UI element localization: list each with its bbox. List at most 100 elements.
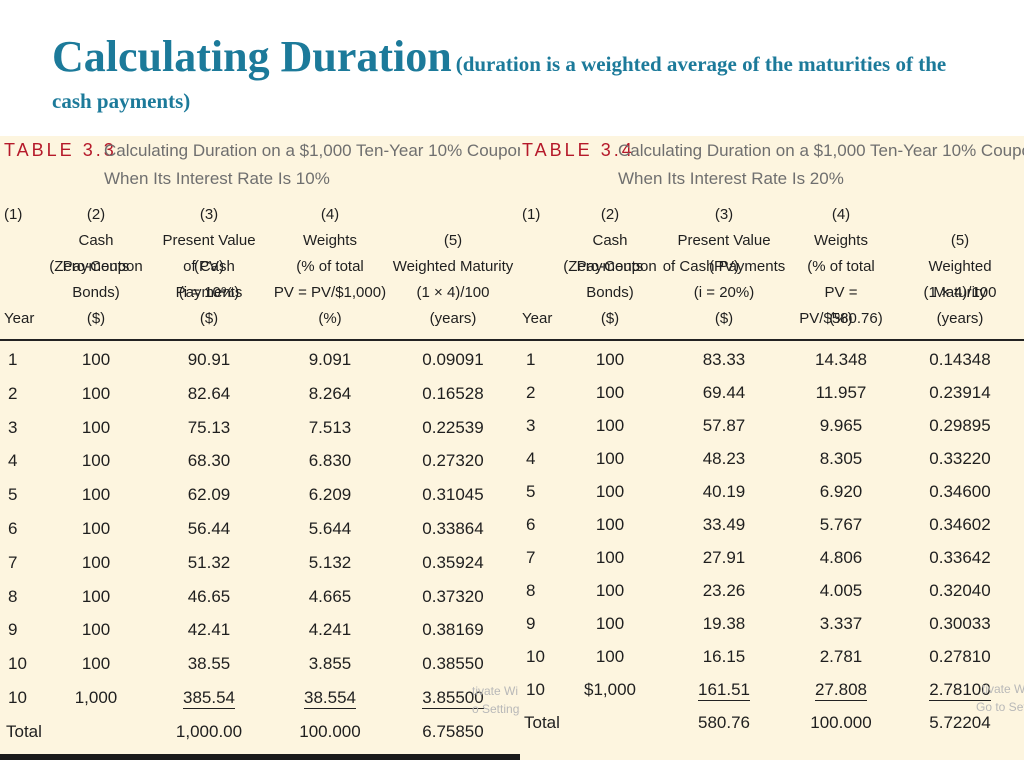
cell-r5-c1: 5 [8, 485, 18, 505]
cell-r7-c3: 51.32 [187, 552, 231, 572]
cell-r2-c3: 69.44 [702, 383, 746, 402]
col-header-4-line-3: (% of total [296, 258, 364, 275]
underlined-value: 3.85500 [422, 688, 484, 709]
cell-r6-c3: 33.49 [702, 515, 746, 534]
underlined-value: 27.808 [815, 680, 867, 701]
total-c4: 100.000 [299, 721, 361, 741]
title-main: Calculating Duration [52, 32, 452, 81]
col-header-5-line-2: Weighted Maturity [392, 258, 514, 275]
cell-r1-c4: 14.348 [815, 350, 867, 369]
cell-r3-c2: 100 [81, 417, 111, 437]
cell-r3-c3: 57.87 [702, 416, 746, 435]
cell-r8-c2: 100 [595, 581, 625, 600]
col-header-2-line-5: ($) [86, 310, 106, 327]
total-c3: 580.76 [698, 713, 750, 732]
slide-title: Calculating Duration (duration is a weig… [52, 35, 952, 121]
cell-r4-c2: 100 [81, 451, 111, 471]
cell-r4-c1: 4 [8, 451, 18, 471]
cell-r7-c4: 5.132 [308, 552, 352, 572]
col-header-3-line-3: of Cash Payments [175, 258, 243, 301]
col-header-4-line-5: (%) [829, 310, 853, 327]
cell-r9-c1: 9 [8, 620, 18, 640]
cell-r4-c4: 8.305 [819, 449, 863, 468]
col-header-4-line-2: Weights [303, 232, 357, 249]
col-header-4-line-3: (% of total [807, 258, 875, 275]
col-header-3-line-2: Present Value (PV) [162, 232, 256, 275]
col-header-2-line-1: (2) [86, 206, 106, 223]
total-c5: 5.72204 [929, 713, 991, 732]
cell-r5-c3: 40.19 [702, 482, 746, 501]
cell-r9-c2: 100 [81, 620, 111, 640]
underlined-value: 385.54 [183, 688, 235, 709]
cell-r1-c5: 0.09091 [422, 350, 484, 369]
cell-r9-c4: 3.337 [819, 614, 863, 633]
col-header-4-line-4: PV = PV/$580.76) [799, 284, 883, 327]
cell-r1-c1: 1 [8, 350, 18, 369]
total-c1: Total [6, 721, 42, 741]
col-header-5-line-1: (5) [443, 232, 463, 249]
col-header-3-line-1: (3) [714, 206, 734, 223]
cell-r2-c1: 2 [526, 383, 536, 402]
cell-r8-c1: 8 [8, 586, 18, 606]
cell-r10-c3: 16.15 [702, 647, 746, 666]
col-header-2-line-3: (Zero-Coupon [563, 258, 657, 275]
cell-r9-c2: 100 [595, 614, 625, 633]
col-header-4-line-5: (%) [318, 310, 342, 327]
cell-r10-c4: 2.781 [819, 647, 863, 666]
cell-r7-c1: 7 [8, 552, 18, 572]
cell-r7-c2: 100 [595, 548, 625, 567]
total-c1: Total [524, 713, 560, 732]
cell-r4-c5: 0.33220 [929, 449, 991, 468]
col-header-5-line-1: (5) [950, 232, 970, 249]
table-caption-line-2: When Its Interest Rate Is 10% [104, 169, 330, 188]
col-header-4-line-4: PV = PV/$1,000) [273, 284, 387, 301]
cell-r11-c5: 2.78100 [900, 679, 1020, 701]
cell-r11-c1: 10 [8, 688, 27, 707]
cell-r10-c2: 100 [81, 654, 111, 674]
panel-bottom-bar [0, 754, 520, 760]
header-rule [0, 339, 520, 341]
cell-r9-c5: 0.30033 [929, 614, 991, 633]
table-number: TABLE 3.4 [522, 140, 635, 160]
cell-r2-c5: 0.23914 [929, 383, 991, 402]
cell-r7-c5: 0.35924 [422, 552, 484, 572]
watermark-left-line-1: tivate Wi [472, 684, 519, 698]
cell-r6-c5: 0.33864 [422, 519, 484, 538]
watermark-right-line-2: Go to Settings [976, 700, 1024, 714]
cell-r8-c4: 4.665 [308, 586, 352, 606]
watermark-left-line-2: o Settings t [472, 702, 520, 716]
col-header-5-line-4: (years) [429, 310, 477, 327]
cell-r10-c1: 10 [8, 654, 27, 674]
cell-r3-c3: 75.13 [187, 417, 231, 437]
cell-r4-c1: 4 [526, 449, 536, 468]
cell-r11-c2: $1,000 [584, 680, 636, 699]
cell-r8-c1: 8 [526, 581, 536, 600]
cell-r5-c2: 100 [81, 485, 111, 505]
cell-r6-c4: 5.767 [819, 515, 863, 534]
total-c3: 1,000.00 [175, 721, 243, 741]
col-header-4-line-2: Weights [814, 232, 868, 249]
cell-r11-c4: 27.808 [784, 679, 898, 701]
cell-r8-c5: 0.37320 [422, 586, 484, 606]
col-header-year: Year [522, 310, 553, 327]
underlined-value: 2.78100 [929, 680, 991, 701]
cell-r6-c1: 6 [8, 519, 18, 538]
cell-r11-c3: 161.51 [662, 679, 786, 701]
cell-r11-c1: 10 [526, 680, 545, 699]
col-header-3-line-3: of Cash Payments [662, 258, 786, 275]
cell-r6-c5: 0.34602 [929, 515, 991, 534]
cell-r4-c3: 48.23 [702, 449, 746, 468]
col-header-2-line-2: Cash Payments [62, 232, 130, 275]
cell-r11-c2: 1,000 [74, 688, 118, 707]
cell-r4-c4: 6.830 [308, 451, 352, 471]
cell-r7-c1: 7 [526, 548, 536, 567]
col-header-2-line-1: (2) [600, 206, 620, 223]
header-rule [520, 339, 1024, 341]
cell-r3-c4: 9.965 [819, 416, 863, 435]
col-header-year: Year [4, 310, 35, 327]
cell-r11-c3: 385.54 [148, 687, 270, 709]
cell-r1-c5: 0.14348 [929, 350, 991, 369]
cell-r1-c2: 100 [81, 350, 111, 369]
col-1-label: (1) [4, 206, 23, 223]
cell-r8-c2: 100 [81, 586, 111, 606]
